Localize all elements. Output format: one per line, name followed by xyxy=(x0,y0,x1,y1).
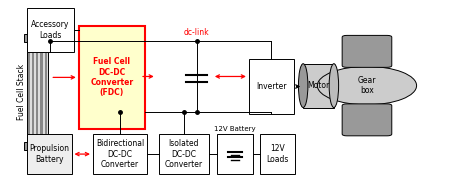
Bar xyxy=(36,41,38,143)
Bar xyxy=(27,33,48,151)
Bar xyxy=(32,41,34,143)
Text: Bidirectional
DC-DC
Converter: Bidirectional DC-DC Converter xyxy=(96,139,144,169)
FancyBboxPatch shape xyxy=(342,35,392,67)
Bar xyxy=(260,134,295,174)
Ellipse shape xyxy=(299,64,308,107)
Text: dc-link: dc-link xyxy=(184,28,210,37)
Circle shape xyxy=(318,66,417,105)
Text: Propulsion
Battery: Propulsion Battery xyxy=(29,144,69,164)
Bar xyxy=(27,134,72,174)
Bar xyxy=(249,59,294,114)
Text: 12V Battery: 12V Battery xyxy=(214,126,255,132)
Text: Motor: Motor xyxy=(308,81,329,90)
Bar xyxy=(27,8,74,52)
Bar xyxy=(40,41,43,143)
Bar xyxy=(93,134,147,174)
FancyBboxPatch shape xyxy=(342,104,392,136)
Text: Inverter: Inverter xyxy=(256,82,286,91)
Bar xyxy=(159,134,209,174)
Text: Fuel Cell Stack: Fuel Cell Stack xyxy=(18,64,27,120)
Bar xyxy=(79,26,145,128)
Bar xyxy=(27,41,30,143)
Text: 12V
Loads: 12V Loads xyxy=(266,144,289,164)
Bar xyxy=(24,142,50,151)
Bar xyxy=(303,64,334,107)
Bar xyxy=(24,33,50,42)
Ellipse shape xyxy=(329,64,338,107)
Bar xyxy=(217,134,253,174)
Bar xyxy=(45,41,47,143)
Text: Gear
box: Gear box xyxy=(358,76,376,95)
Text: Accessory
Loads: Accessory Loads xyxy=(31,20,70,40)
Text: Fuel Cell
DC-DC
Converter
(FDC): Fuel Cell DC-DC Converter (FDC) xyxy=(90,57,133,98)
Text: Isolated
DC-DC
Converter: Isolated DC-DC Converter xyxy=(165,139,203,169)
